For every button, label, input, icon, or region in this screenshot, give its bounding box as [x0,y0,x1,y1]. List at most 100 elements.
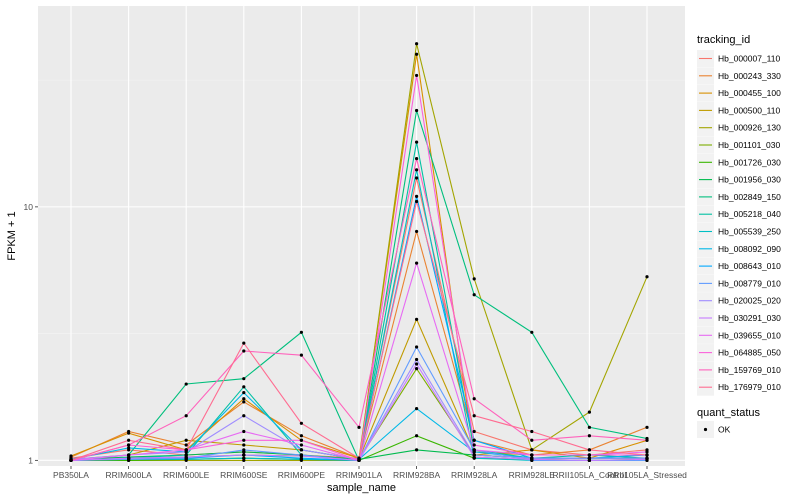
legend-label: Hb_005539_250 [718,227,781,237]
data-point [645,275,649,279]
data-point [530,453,534,457]
x-tick-label: RRIM600PE [278,470,326,480]
data-point [415,157,419,161]
legend-label: Hb_000926_130 [718,123,781,133]
y-axis: 1 10 [24,202,38,465]
legend-label: Hb_000455_100 [718,88,781,98]
data-point [242,456,246,460]
data-point [242,429,246,434]
data-point [69,458,73,462]
data-point [415,176,419,180]
data-point [242,349,246,353]
x-tick-label: RRIM901LA [336,470,383,480]
data-point [415,434,419,438]
data-point [242,385,246,389]
data-point [530,330,534,334]
data-point [127,456,131,460]
data-point [299,438,303,442]
legend-label: Hb_030291_030 [718,313,781,323]
x-tick-label: RRIM600LE [163,470,210,480]
data-point [299,443,303,447]
data-point [415,407,419,411]
data-point [472,438,476,442]
data-point [645,453,649,457]
y-tick-label: 10 [24,202,34,212]
data-point [587,448,592,452]
data-point [415,229,419,234]
data-point [530,438,534,442]
data-point [530,429,534,434]
legend-label: Hb_008643_010 [718,261,781,271]
data-point [472,455,476,459]
legend-title: tracking_id [697,34,750,46]
data-point [472,443,476,447]
data-point [357,425,361,429]
x-tick-label: RRIM928LA [451,470,498,480]
data-point [472,448,476,452]
x-tick-label: RRII105LA_Stressed [607,470,687,480]
data-point [184,438,188,442]
data-point [242,391,246,395]
data-point [184,414,188,418]
data-point [242,414,246,418]
data-point [415,357,419,362]
data-point [472,277,476,281]
legend-label: Hb_000500_110 [718,105,781,115]
data-point [587,458,592,462]
data-point [415,261,419,265]
x-tick-label: RRII105LA_Control [553,470,627,480]
shape-legend-title: quant_status [697,407,760,419]
legend-label: Hb_005218_040 [718,209,781,219]
legend-label: Hb_000007_110 [718,54,781,64]
y-axis-title: FPKM + 1 [6,211,18,260]
data-point [415,73,419,78]
data-point [472,414,476,418]
data-point [184,448,188,452]
data-point [242,397,246,401]
data-point [299,448,303,452]
legend-label: Hb_002849_150 [718,192,781,202]
data-point [242,438,246,442]
data-point [415,168,419,172]
legend-label: Hb_039655_010 [718,330,781,340]
x-axis-title: sample_name [327,482,396,494]
color-legend: tracking_id Hb_000007_110 Hb_000243_330 Hb… [697,34,781,396]
legend-label: Hb_001101_030 [718,140,781,150]
legend-label: Hb_008092_090 [718,244,781,254]
x-axis: PB350LA RRIM600LA RRIM600LE RRIM600SE RRIM60… [53,466,687,480]
data-point [415,345,419,349]
data-point [645,457,649,461]
data-point [472,397,476,401]
data-point [242,341,246,345]
data-point [184,443,188,447]
data-point [530,457,534,461]
data-point [299,454,303,458]
data-point [69,454,73,458]
data-point [184,455,188,459]
data-point [587,410,592,414]
data-point [415,317,419,321]
data-point [415,448,419,452]
x-tick-label: RRIM928LE [509,470,556,480]
data-point [587,425,592,429]
plot-panel [38,6,685,466]
x-tick-label: RRIM600LA [105,470,152,480]
data-point [242,448,246,452]
legend-label: Hb_001956_030 [718,175,781,185]
data-point [415,108,419,113]
data-point [184,382,188,386]
data-point [645,425,649,429]
legend-label: Hb_064885_050 [718,348,781,358]
data-point [415,199,419,204]
data-point [127,453,131,457]
data-point [127,438,131,442]
data-point [127,446,131,450]
data-point [415,52,419,56]
shape-legend-point [703,427,708,432]
data-point [242,443,246,447]
data-point [472,429,476,434]
data-point [242,400,246,404]
x-tick-label: RRIM600SE [220,470,268,480]
legend-label: Hb_000243_330 [718,71,781,81]
